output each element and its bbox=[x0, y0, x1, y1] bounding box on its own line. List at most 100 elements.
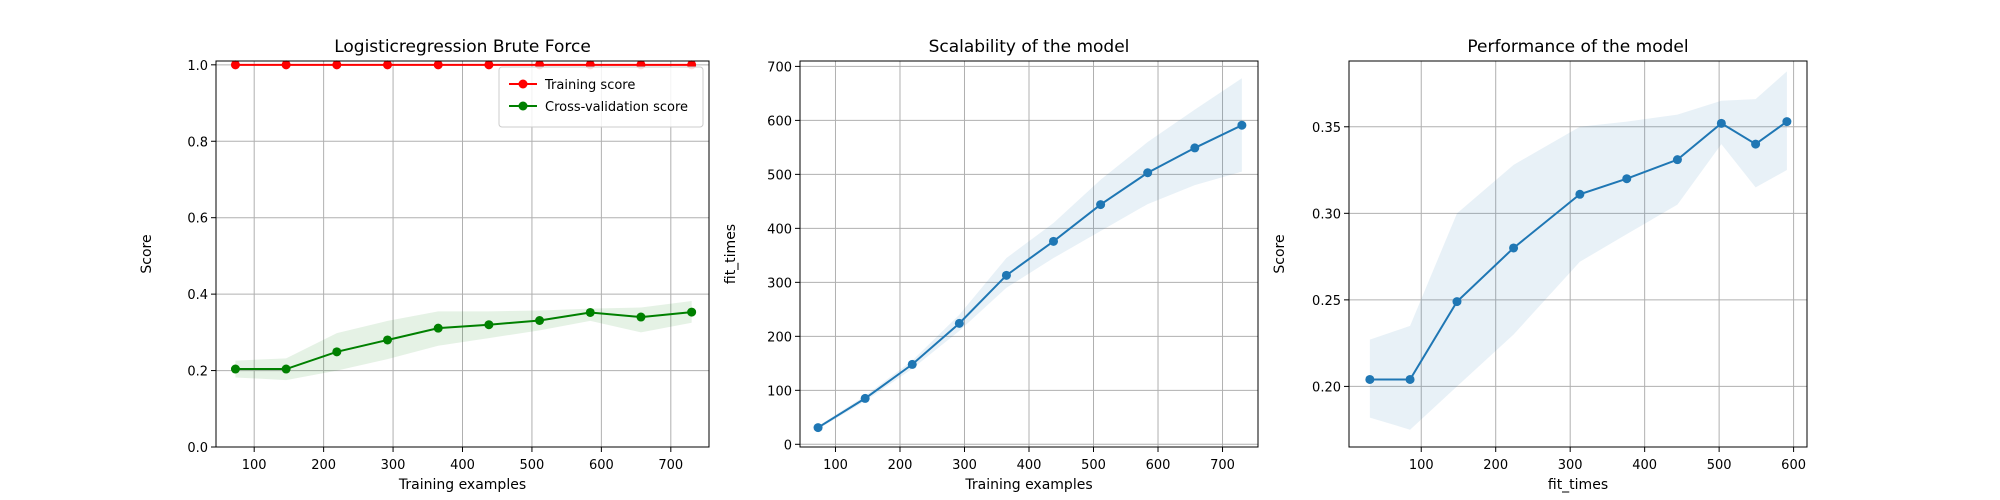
legend-label: Training score bbox=[544, 78, 635, 93]
chart-panel-3: 100 200 300 400 500 600 0.20 0.25 0.30 0.35 Perfor… bbox=[1272, 37, 1808, 493]
data-point bbox=[230, 60, 240, 70]
x-tick-label: 400 bbox=[1017, 458, 1042, 473]
x-tick-label: 600 bbox=[589, 458, 614, 473]
x-tick-label: 600 bbox=[1781, 458, 1806, 473]
data-point bbox=[860, 393, 870, 403]
data-point bbox=[1782, 117, 1792, 127]
y-tick-label: 0 bbox=[784, 438, 792, 453]
data-point bbox=[1365, 374, 1375, 384]
y-ticks: 0.0 0.2 0.4 0.6 0.8 1.0 bbox=[187, 59, 216, 456]
data-point bbox=[1237, 120, 1247, 130]
grid bbox=[1349, 61, 1807, 447]
data-point bbox=[1452, 297, 1462, 307]
legend-box bbox=[498, 66, 704, 128]
data-point bbox=[907, 359, 917, 369]
x-ticks: 100 200 300 400 500 600 bbox=[1409, 447, 1806, 473]
chart-panel-1: 100 200 300 400 500 600 700 0.0 0.2 0.4 0.6 0.8 1.0 L… bbox=[139, 37, 710, 493]
axes-frame bbox=[1348, 60, 1808, 448]
series-1 bbox=[1365, 71, 1792, 430]
data-point bbox=[281, 364, 291, 374]
data-point bbox=[332, 60, 342, 70]
data-point bbox=[535, 315, 545, 325]
y-tick-label: 1.0 bbox=[187, 59, 208, 74]
y-tick-label: 0.20 bbox=[1312, 380, 1341, 395]
x-axis-label: Training examples bbox=[964, 477, 1092, 493]
series-2 bbox=[230, 301, 697, 381]
y-ticks: 0.20 0.25 0.30 0.35 bbox=[1312, 121, 1349, 395]
x-tick-label: 700 bbox=[1210, 458, 1235, 473]
confidence-band bbox=[818, 78, 1242, 430]
confidence-band bbox=[1369, 71, 1787, 430]
confidence-band bbox=[235, 301, 692, 381]
y-ticks: 0 100 200 300 400 500 600 700 bbox=[767, 60, 800, 453]
y-tick-label: 100 bbox=[767, 384, 792, 399]
x-axis-label: Training examples bbox=[398, 477, 526, 493]
data-point bbox=[1716, 118, 1726, 128]
y-tick-label: 0.6 bbox=[187, 212, 208, 227]
x-tick-label: 600 bbox=[1146, 458, 1171, 473]
y-tick-label: 0.25 bbox=[1312, 294, 1341, 309]
data-point bbox=[1751, 139, 1761, 149]
x-tick-label: 400 bbox=[1632, 458, 1657, 473]
x-ticks: 100 200 300 400 500 600 700 bbox=[823, 447, 1235, 473]
data-point bbox=[433, 323, 443, 333]
y-axis-label: Score bbox=[139, 234, 155, 273]
chart-title: Performance of the model bbox=[1467, 37, 1688, 57]
data-point bbox=[1405, 374, 1415, 384]
data-point bbox=[954, 318, 964, 328]
data-point bbox=[433, 60, 443, 70]
data-point bbox=[1049, 236, 1059, 246]
data-point bbox=[484, 320, 494, 330]
data-point bbox=[687, 307, 697, 317]
x-tick-label: 300 bbox=[381, 458, 406, 473]
data-point bbox=[1190, 143, 1200, 153]
data-point bbox=[281, 60, 291, 70]
y-axis-label: fit_times bbox=[723, 224, 739, 284]
y-tick-label: 500 bbox=[767, 168, 792, 183]
x-tick-label: 500 bbox=[1081, 458, 1106, 473]
data-point bbox=[585, 307, 595, 317]
x-tick-label: 700 bbox=[658, 458, 683, 473]
data-point bbox=[636, 312, 646, 322]
series-line bbox=[235, 311, 692, 371]
x-axis-label: fit_times bbox=[1548, 477, 1608, 493]
data-point bbox=[230, 364, 240, 374]
data-point bbox=[1672, 155, 1682, 165]
y-axis-label: Score bbox=[1272, 234, 1288, 273]
x-tick-label: 300 bbox=[1558, 458, 1583, 473]
legend-label: Cross-validation score bbox=[545, 100, 688, 115]
y-tick-label: 0.8 bbox=[187, 135, 208, 150]
series-line bbox=[817, 124, 1243, 429]
x-tick-label: 300 bbox=[952, 458, 977, 473]
y-tick-label: 200 bbox=[767, 330, 792, 345]
data-point bbox=[1509, 243, 1519, 253]
legend-swatch-marker bbox=[518, 101, 528, 111]
chart-panel-2: 100 200 300 400 500 600 700 0 100 200 300 400 500 600… bbox=[723, 37, 1259, 493]
data-point bbox=[1096, 200, 1106, 210]
series-1 bbox=[813, 78, 1247, 433]
y-tick-label: 300 bbox=[767, 276, 792, 291]
x-tick-label: 100 bbox=[1409, 458, 1434, 473]
data-point bbox=[1143, 168, 1153, 178]
y-tick-label: 0.4 bbox=[187, 288, 208, 303]
data-point bbox=[332, 347, 342, 357]
y-tick-label: 0.35 bbox=[1312, 121, 1341, 136]
y-tick-label: 400 bbox=[767, 222, 792, 237]
x-tick-label: 200 bbox=[1483, 458, 1508, 473]
x-tick-label: 500 bbox=[520, 458, 545, 473]
chart-title: Scalability of the model bbox=[929, 37, 1130, 57]
legend: Training score Cross-validation score bbox=[498, 66, 704, 128]
y-tick-label: 0.2 bbox=[187, 365, 208, 380]
x-tick-label: 200 bbox=[888, 458, 913, 473]
data-point bbox=[383, 335, 393, 345]
data-point bbox=[383, 60, 393, 70]
x-tick-label: 100 bbox=[823, 458, 848, 473]
y-tick-label: 700 bbox=[767, 60, 792, 75]
data-point bbox=[813, 423, 823, 433]
data-point bbox=[1575, 189, 1585, 199]
data-point bbox=[1622, 174, 1632, 184]
legend-swatch-marker bbox=[518, 79, 528, 89]
x-ticks: 100 200 300 400 500 600 700 bbox=[242, 447, 683, 473]
